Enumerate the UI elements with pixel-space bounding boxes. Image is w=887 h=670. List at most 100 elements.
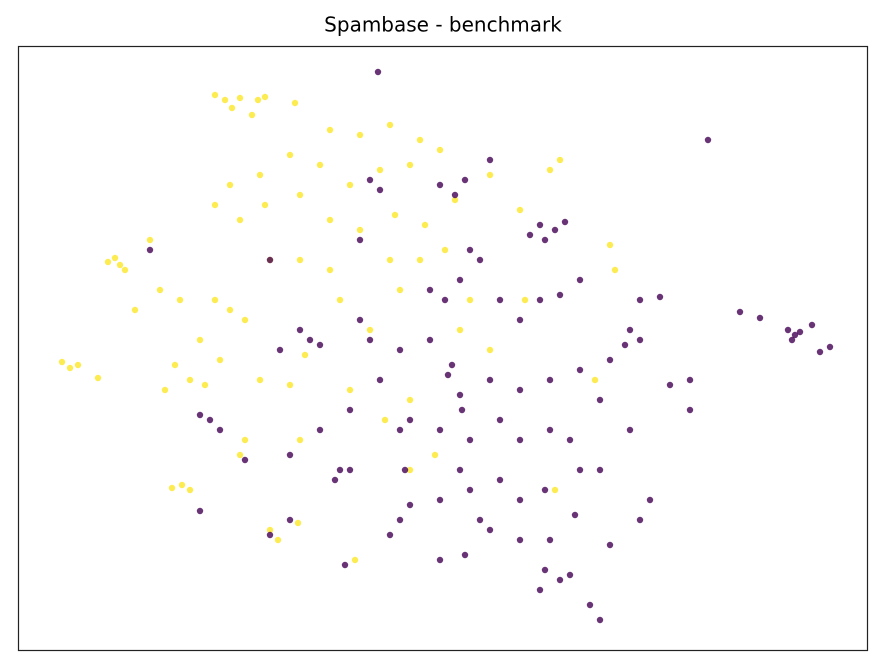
point xyxy=(351,556,359,564)
point xyxy=(196,411,204,419)
point xyxy=(551,486,559,494)
point xyxy=(346,466,354,474)
point xyxy=(266,256,274,264)
point xyxy=(626,426,634,434)
point xyxy=(301,351,309,359)
plot-area xyxy=(58,68,834,624)
point xyxy=(451,196,459,204)
point xyxy=(476,256,484,264)
point xyxy=(236,216,244,224)
point xyxy=(576,366,584,374)
point xyxy=(66,364,74,372)
point xyxy=(376,186,384,194)
point xyxy=(286,451,294,459)
point xyxy=(541,236,549,244)
point xyxy=(546,166,554,174)
point xyxy=(421,221,429,229)
point xyxy=(461,176,469,184)
point xyxy=(436,556,444,564)
point xyxy=(486,156,494,164)
point xyxy=(266,531,274,539)
point xyxy=(326,216,334,224)
point xyxy=(486,376,494,384)
point xyxy=(156,286,164,294)
point xyxy=(294,519,302,527)
point xyxy=(221,96,229,104)
point xyxy=(496,416,504,424)
point xyxy=(516,436,524,444)
point xyxy=(431,451,439,459)
point xyxy=(146,236,154,244)
point xyxy=(381,416,389,424)
point xyxy=(226,306,234,314)
point xyxy=(626,326,634,334)
point xyxy=(556,156,564,164)
point xyxy=(171,361,179,369)
point xyxy=(546,376,554,384)
point xyxy=(788,336,796,344)
point xyxy=(416,256,424,264)
point xyxy=(406,501,414,509)
point xyxy=(456,326,464,334)
point xyxy=(341,561,349,569)
point xyxy=(566,436,574,444)
point xyxy=(286,381,294,389)
point xyxy=(546,426,554,434)
point xyxy=(216,356,224,364)
point xyxy=(396,426,404,434)
point xyxy=(266,526,274,534)
point xyxy=(274,536,282,544)
point xyxy=(316,426,324,434)
point xyxy=(346,406,354,414)
point xyxy=(784,326,792,334)
point xyxy=(756,314,764,322)
point xyxy=(374,68,382,76)
point xyxy=(216,426,224,434)
point xyxy=(286,151,294,159)
point xyxy=(636,296,644,304)
point xyxy=(536,296,544,304)
point xyxy=(146,246,154,254)
point xyxy=(441,296,449,304)
point xyxy=(686,406,694,414)
point xyxy=(516,386,524,394)
point xyxy=(606,241,614,249)
point xyxy=(486,346,494,354)
point xyxy=(296,436,304,444)
point xyxy=(346,181,354,189)
point xyxy=(211,91,219,99)
point xyxy=(561,218,569,226)
point xyxy=(451,191,459,199)
point xyxy=(444,371,452,379)
point xyxy=(406,161,414,169)
point xyxy=(316,161,324,169)
point xyxy=(796,328,804,336)
point xyxy=(326,126,334,134)
point xyxy=(196,507,204,515)
point xyxy=(206,416,214,424)
point xyxy=(586,601,594,609)
point xyxy=(356,131,364,139)
point xyxy=(296,326,304,334)
point xyxy=(486,526,494,534)
point xyxy=(401,466,409,474)
point xyxy=(556,291,564,299)
point xyxy=(466,436,474,444)
point xyxy=(241,316,249,324)
point xyxy=(466,296,474,304)
point xyxy=(331,476,339,484)
point xyxy=(636,336,644,344)
point xyxy=(326,266,334,274)
point xyxy=(566,571,574,579)
point xyxy=(611,266,619,274)
point xyxy=(168,484,176,492)
point xyxy=(104,258,112,266)
point xyxy=(496,476,504,484)
point xyxy=(466,486,474,494)
point xyxy=(516,536,524,544)
point xyxy=(736,308,744,316)
point xyxy=(541,486,549,494)
point xyxy=(366,336,374,344)
point xyxy=(366,326,374,334)
